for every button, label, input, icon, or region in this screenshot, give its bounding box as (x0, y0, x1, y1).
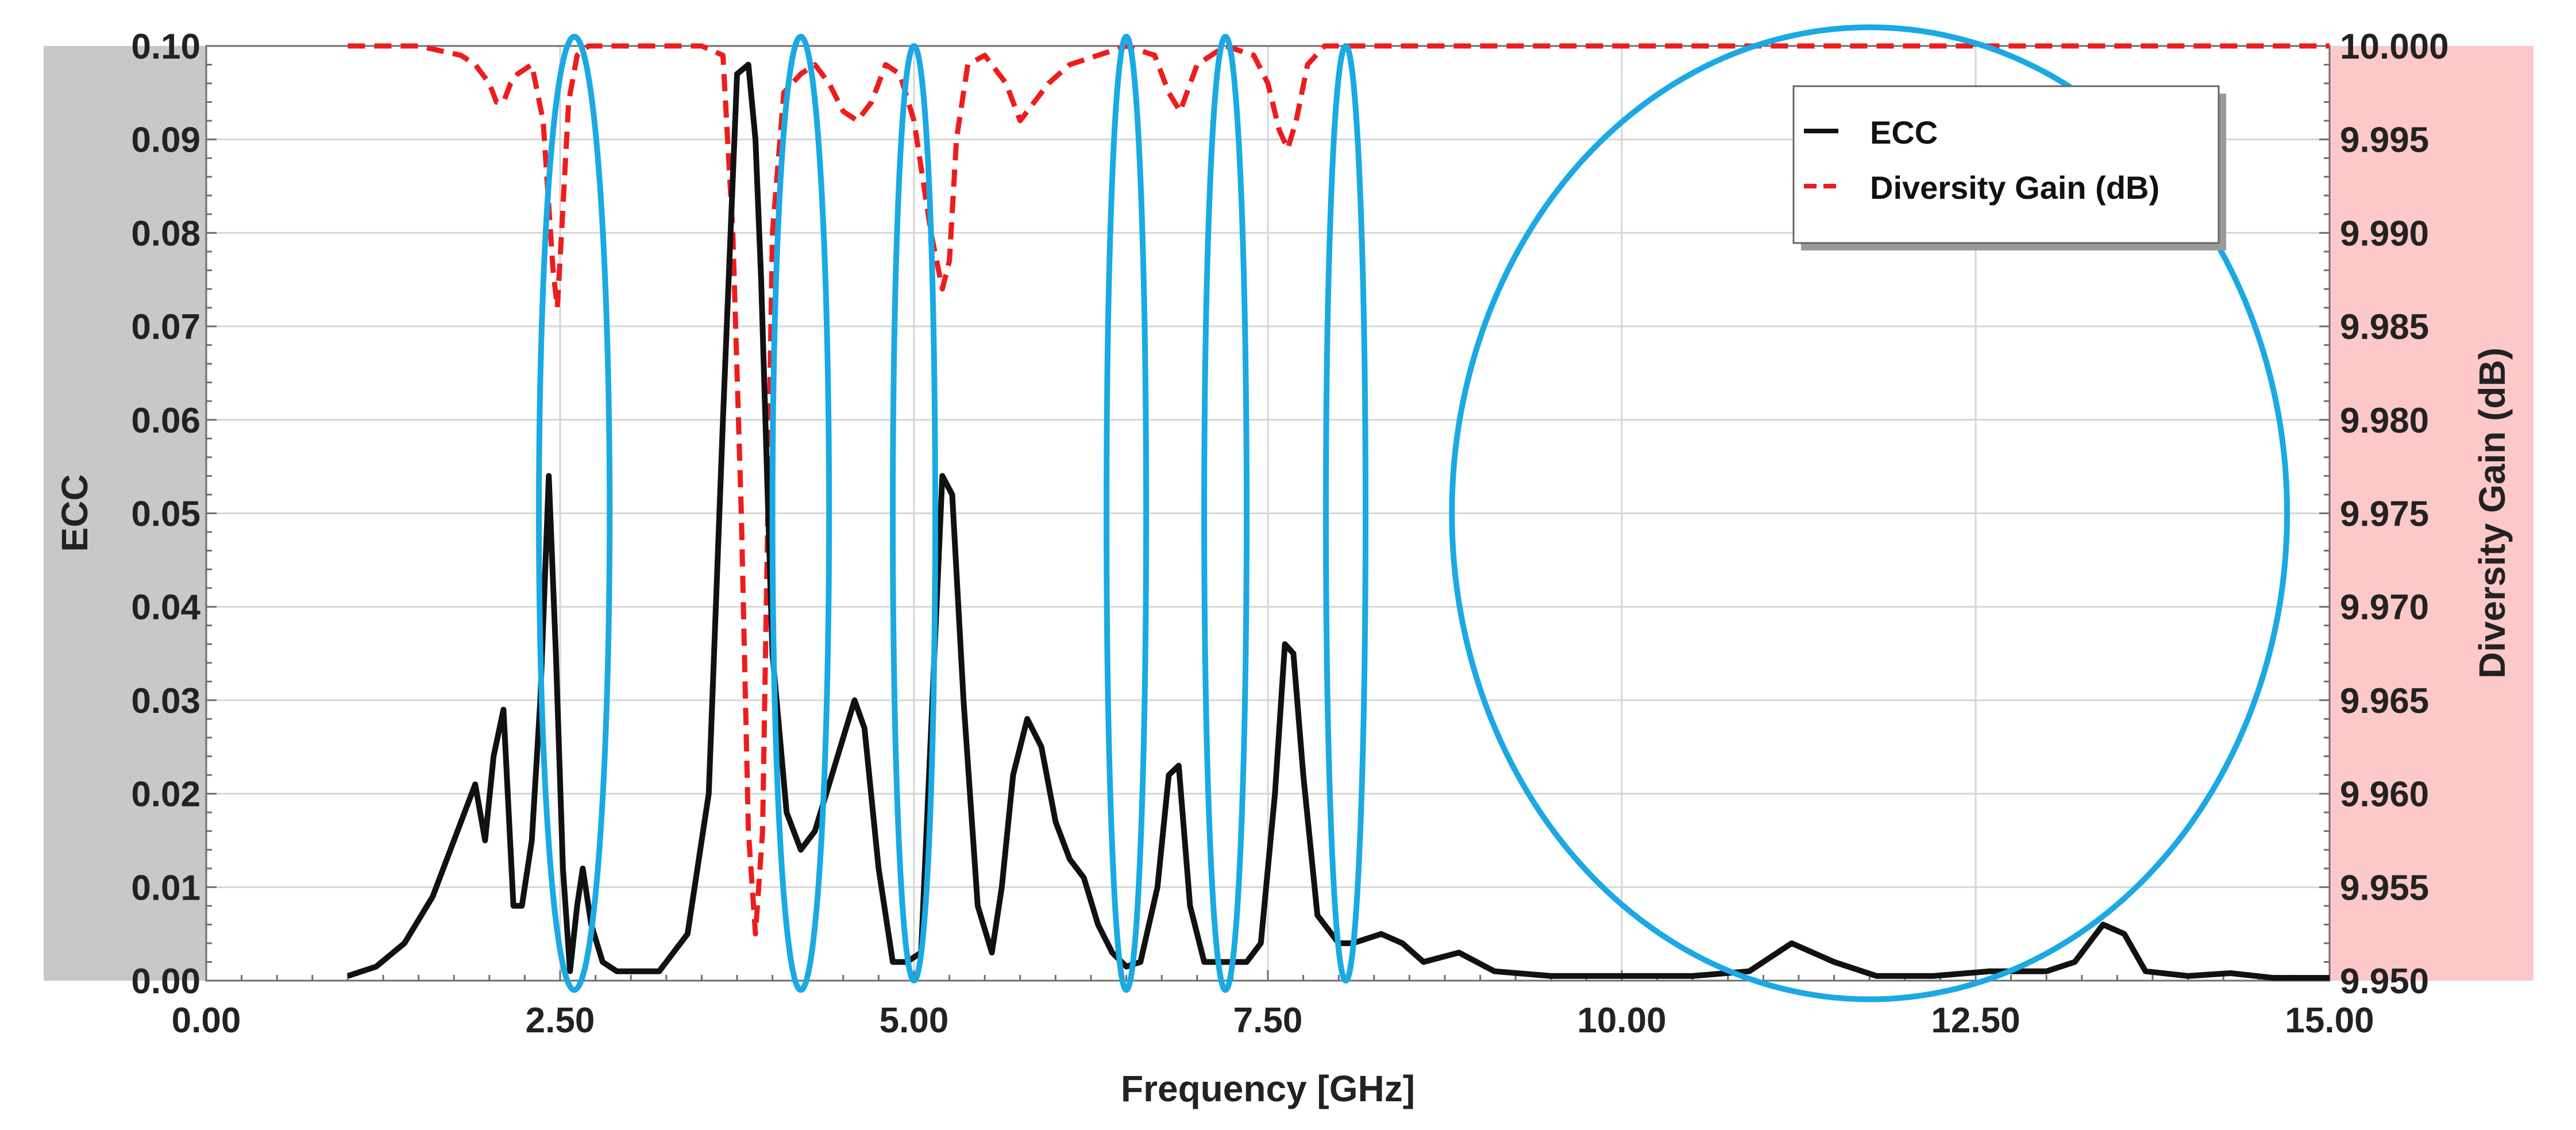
y-tick-label: 0.02 (131, 775, 200, 815)
highlight-ellipse (769, 33, 832, 993)
x-tick-labels: 0.00 2.50 5.00 7.50 10.00 12.50 15.00 (172, 1001, 2374, 1040)
x-tick-label: 15.00 (2285, 1001, 2374, 1040)
legend: ECC Diversity Gain (dB) (1792, 85, 2226, 250)
y2-tick-labels: 9.950 9.955 9.960 9.965 9.970 9.975 9.98… (2340, 27, 2449, 1001)
y-tick-label: 0.08 (131, 214, 200, 253)
y2-axis-title: Diversity Gain (dB) (2471, 348, 2513, 678)
x-tick-label: 10.00 (1577, 1001, 1666, 1040)
y2-tick-label: 9.965 (2340, 681, 2429, 721)
y2-tick-label: 9.955 (2340, 868, 2429, 908)
x-tick-label: 2.50 (526, 1001, 595, 1040)
y-tick-label: 0.00 (131, 962, 200, 1001)
highlight-ellipse (1201, 33, 1250, 993)
y2-tick-label: 9.960 (2340, 775, 2429, 815)
highlight-ellipse (1449, 24, 2290, 1002)
left-axis-band (44, 46, 206, 981)
y-tick-label: 0.09 (131, 121, 200, 160)
y2-tick-label: 9.990 (2340, 214, 2429, 253)
y2-tick-label: 9.985 (2340, 307, 2429, 347)
legend-box (1792, 85, 2220, 244)
legend-diversity-gain-label: Diversity Gain (dB) (1870, 169, 2159, 206)
y2-tick-label: 9.970 (2340, 588, 2429, 627)
x-tick-label: 0.00 (172, 1001, 241, 1040)
y-tick-label: 0.03 (131, 681, 200, 721)
diversity-gain-line (348, 43, 2330, 937)
y-tick-label: 0.01 (131, 868, 200, 908)
y-axis-title: ECC (54, 474, 95, 551)
x-tick-label: 12.50 (1931, 1001, 2020, 1040)
legend-ecc-label: ECC (1870, 114, 1938, 151)
highlight-ellipse (890, 43, 938, 984)
highlight-ellipse (1104, 33, 1150, 993)
right-axis-band (2330, 46, 2533, 981)
highlight-ellipses (536, 24, 2290, 1002)
x-tick-label: 7.50 (1233, 1001, 1303, 1040)
highlight-ellipse (536, 33, 613, 993)
axis-ticks (205, 45, 2331, 982)
y2-tick-label: 9.975 (2340, 495, 2429, 534)
y-tick-labels: 0.00 0.01 0.02 0.03 0.04 0.05 0.06 0.07 … (131, 27, 200, 1001)
x-tick-label: 5.00 (880, 1001, 949, 1040)
y2-tick-label: 9.950 (2340, 962, 2429, 1001)
y-tick-label: 0.06 (131, 401, 200, 441)
highlight-ellipse (1323, 43, 1369, 984)
y2-tick-label: 9.995 (2340, 121, 2429, 160)
y-tick-label: 0.05 (131, 495, 200, 534)
y-tick-label: 0.10 (131, 27, 200, 67)
x-axis-title: Frequency [GHz] (1121, 1068, 1415, 1109)
ecc-line (346, 61, 2330, 981)
y-tick-label: 0.04 (131, 588, 200, 627)
y-tick-label: 0.07 (131, 307, 200, 347)
y2-tick-label: 10.000 (2340, 27, 2449, 67)
y2-tick-label: 9.980 (2340, 401, 2429, 441)
